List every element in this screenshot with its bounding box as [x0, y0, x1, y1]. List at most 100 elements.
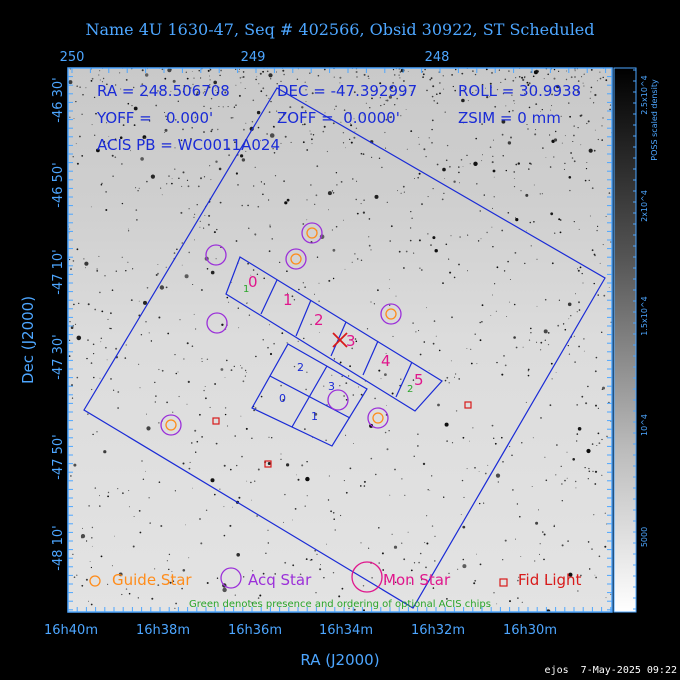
background-star [101, 182, 103, 184]
background-star [282, 116, 283, 118]
background-star [170, 68, 172, 70]
background-star [566, 70, 567, 72]
background-star [252, 570, 254, 572]
background-star [269, 226, 272, 228]
background-star [426, 307, 427, 309]
background-star [164, 77, 167, 80]
background-star [513, 171, 515, 173]
background-star [580, 144, 582, 146]
background-star [380, 105, 382, 107]
background-star [360, 259, 363, 261]
background-star [564, 328, 567, 331]
background-star [206, 358, 209, 360]
background-star [527, 374, 530, 377]
background-star [349, 467, 352, 470]
pointing-info: RA = 248.506708 DEC = -47.392997 ROLL = … [96, 82, 581, 154]
fid-light-icon [212, 417, 220, 425]
background-star [608, 192, 611, 194]
background-star [545, 157, 547, 158]
background-star [469, 440, 470, 442]
background-star [148, 120, 151, 122]
background-star [424, 68, 426, 71]
background-star [459, 236, 461, 238]
background-star [262, 572, 265, 575]
background-star [418, 330, 420, 332]
background-star [551, 105, 553, 107]
background-star [157, 264, 159, 265]
background-star [283, 180, 285, 183]
background-star [389, 85, 393, 89]
background-star [561, 142, 563, 144]
background-star [342, 132, 345, 134]
background-star [260, 140, 261, 142]
background-star [481, 123, 483, 125]
background-star [72, 260, 75, 262]
background-star [345, 147, 346, 149]
background-star [186, 342, 189, 345]
background-star [296, 78, 299, 81]
background-star [81, 584, 84, 587]
background-star [444, 111, 446, 113]
background-star [448, 258, 450, 260]
background-star [73, 303, 75, 306]
background-star [101, 81, 103, 83]
background-star [174, 147, 176, 149]
background-star [224, 91, 227, 94]
background-star [99, 495, 100, 497]
background-star [605, 79, 608, 82]
background-star [100, 183, 103, 186]
background-star [108, 136, 110, 138]
background-star [450, 235, 452, 237]
background-star [599, 71, 601, 73]
background-star [218, 86, 220, 88]
background-star [518, 76, 521, 78]
background-star [209, 165, 211, 167]
background-star [305, 476, 310, 482]
background-star [370, 301, 372, 303]
background-star [534, 560, 536, 562]
background-star [132, 268, 134, 270]
background-star [432, 587, 435, 589]
background-star [335, 172, 338, 174]
background-star [385, 353, 387, 354]
background-star [87, 339, 89, 341]
background-star [599, 77, 602, 80]
background-star [276, 110, 278, 112]
background-star [363, 199, 365, 201]
background-star [245, 150, 247, 152]
background-star [427, 233, 429, 235]
background-star [415, 377, 417, 378]
background-star [103, 140, 106, 143]
background-star [267, 462, 271, 465]
background-star [413, 252, 415, 254]
acq-star-legend-icon [220, 567, 242, 589]
background-star [311, 138, 313, 141]
background-star [251, 437, 253, 439]
background-star [216, 92, 219, 94]
background-star [109, 89, 111, 91]
background-star [593, 282, 595, 285]
background-star [491, 424, 494, 427]
background-star [96, 148, 100, 153]
background-star [595, 356, 598, 359]
guide-star-icon [306, 227, 318, 239]
background-star [543, 78, 545, 80]
background-star [388, 95, 392, 99]
background-star [210, 478, 215, 483]
legend-mon-label: Mon Star [383, 571, 451, 589]
background-star [602, 244, 604, 246]
background-star [528, 106, 531, 109]
background-star [287, 292, 288, 294]
background-star [493, 176, 495, 178]
background-star [343, 480, 345, 482]
background-star [119, 72, 121, 74]
background-star [351, 261, 353, 263]
background-star [257, 126, 260, 129]
background-star [343, 109, 346, 111]
background-star [92, 343, 95, 346]
background-star [530, 332, 532, 334]
background-star [162, 94, 164, 96]
background-star [368, 218, 371, 220]
background-star [146, 426, 151, 431]
background-star [350, 123, 352, 125]
